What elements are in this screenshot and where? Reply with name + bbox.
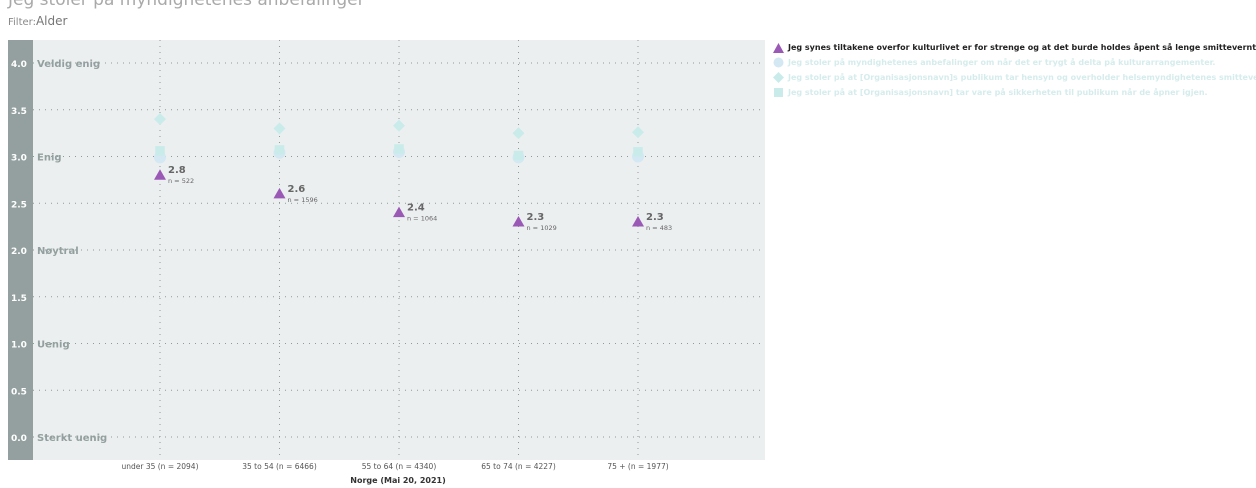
data-point-muted xyxy=(394,144,404,154)
data-point-highlighted xyxy=(512,215,525,227)
data-point-muted xyxy=(393,119,405,132)
legend-label: Jeg stoler på at [Organisasjonsnavn] tar… xyxy=(788,88,1208,97)
chart: 4.0 Veldig enig 3.5 3.0 Enig 2.5 2.0 Nøytral 1.5… xyxy=(8,40,765,485)
chart-title-partial: Jeg stoler på myndighetenes anbefalinger xyxy=(8,0,365,10)
data-point-highlighted xyxy=(393,206,405,218)
data-point-muted xyxy=(633,147,643,157)
legend-item[interactable]: Jeg synes tiltakene overfor kulturlivet … xyxy=(772,40,1256,55)
y-category-label: Nøytral xyxy=(37,246,79,257)
y-tick-label: 0.5 xyxy=(11,387,27,397)
data-point-muted xyxy=(154,113,166,126)
data-point-muted xyxy=(155,146,165,156)
data-point-muted xyxy=(632,126,644,139)
data-value-label: 2.3 xyxy=(646,212,664,223)
legend-item[interactable]: Jeg stoler på myndighetenes anbefalinger… xyxy=(772,55,1256,70)
legend-label: Jeg stoler på myndighetenes anbefalinger… xyxy=(788,58,1216,67)
data-value-label: 2.6 xyxy=(288,184,306,195)
y-category-label: Enig xyxy=(37,153,62,164)
data-n-label: n = 1596 xyxy=(288,196,318,204)
legend-label: Jeg stoler på at [Organisasjonsnavn]s pu… xyxy=(788,73,1256,82)
x-tick-label: 75 + (n = 1977) xyxy=(607,462,668,471)
y-category-label: Uenig xyxy=(37,340,70,351)
x-tick-label: under 35 (n = 2094) xyxy=(121,462,198,471)
x-tick-label: 65 to 74 (n = 4227) xyxy=(481,462,556,471)
x-tick-label: 35 to 54 (n = 6466) xyxy=(242,462,317,471)
legend-marker-icon xyxy=(772,57,784,69)
data-n-label: n = 522 xyxy=(168,177,194,185)
data-value-label: 2.3 xyxy=(527,212,545,223)
legend-marker-icon xyxy=(772,87,784,99)
data-point-highlighted xyxy=(154,169,166,180)
filter-indicator[interactable]: Filter:Alder xyxy=(8,14,67,28)
filter-value: Alder xyxy=(35,14,68,28)
data-value-label: 2.4 xyxy=(407,203,425,214)
legend-marker-icon xyxy=(772,72,784,84)
y-tick-label: 3.0 xyxy=(11,154,27,164)
y-tick-label: 3.5 xyxy=(11,107,27,117)
x-axis-label: Norge (Mai 20, 2021) xyxy=(350,476,446,485)
y-tick-label: 2.5 xyxy=(11,200,27,210)
y-tick-label: 1.5 xyxy=(11,294,27,304)
data-n-label: n = 1064 xyxy=(407,215,437,223)
y-category-label: Veldig enig xyxy=(37,59,100,70)
legend-item[interactable]: Jeg stoler på at [Organisasjonsnavn]s pu… xyxy=(772,70,1256,85)
data-point-highlighted xyxy=(632,215,644,227)
data-point-muted xyxy=(513,150,524,161)
data-point-muted xyxy=(273,122,286,135)
y-tick-label: 1.0 xyxy=(11,341,27,351)
data-value-label: 2.8 xyxy=(168,165,186,176)
data-point-muted xyxy=(512,127,525,140)
legend-label: Jeg synes tiltakene overfor kulturlivet … xyxy=(788,43,1256,52)
data-point-muted xyxy=(274,145,285,155)
y-tick-label: 0.0 xyxy=(11,434,27,444)
y-tick-label: 4.0 xyxy=(11,60,27,70)
y-category-label: Sterkt uenig xyxy=(37,433,107,444)
legend-marker-icon xyxy=(772,42,784,54)
data-n-label: n = 1029 xyxy=(527,224,557,232)
legend-item[interactable]: Jeg stoler på at [Organisasjonsnavn] tar… xyxy=(772,85,1256,100)
y-tick-label: 2.0 xyxy=(11,247,27,257)
x-tick-label: 55 to 64 (n = 4340) xyxy=(362,462,437,471)
data-point-highlighted xyxy=(273,187,286,199)
y-axis-strip xyxy=(8,40,33,460)
filter-label: Filter: xyxy=(8,17,36,28)
data-n-label: n = 483 xyxy=(646,224,672,232)
legend: Jeg synes tiltakene overfor kulturlivet … xyxy=(772,40,1256,100)
